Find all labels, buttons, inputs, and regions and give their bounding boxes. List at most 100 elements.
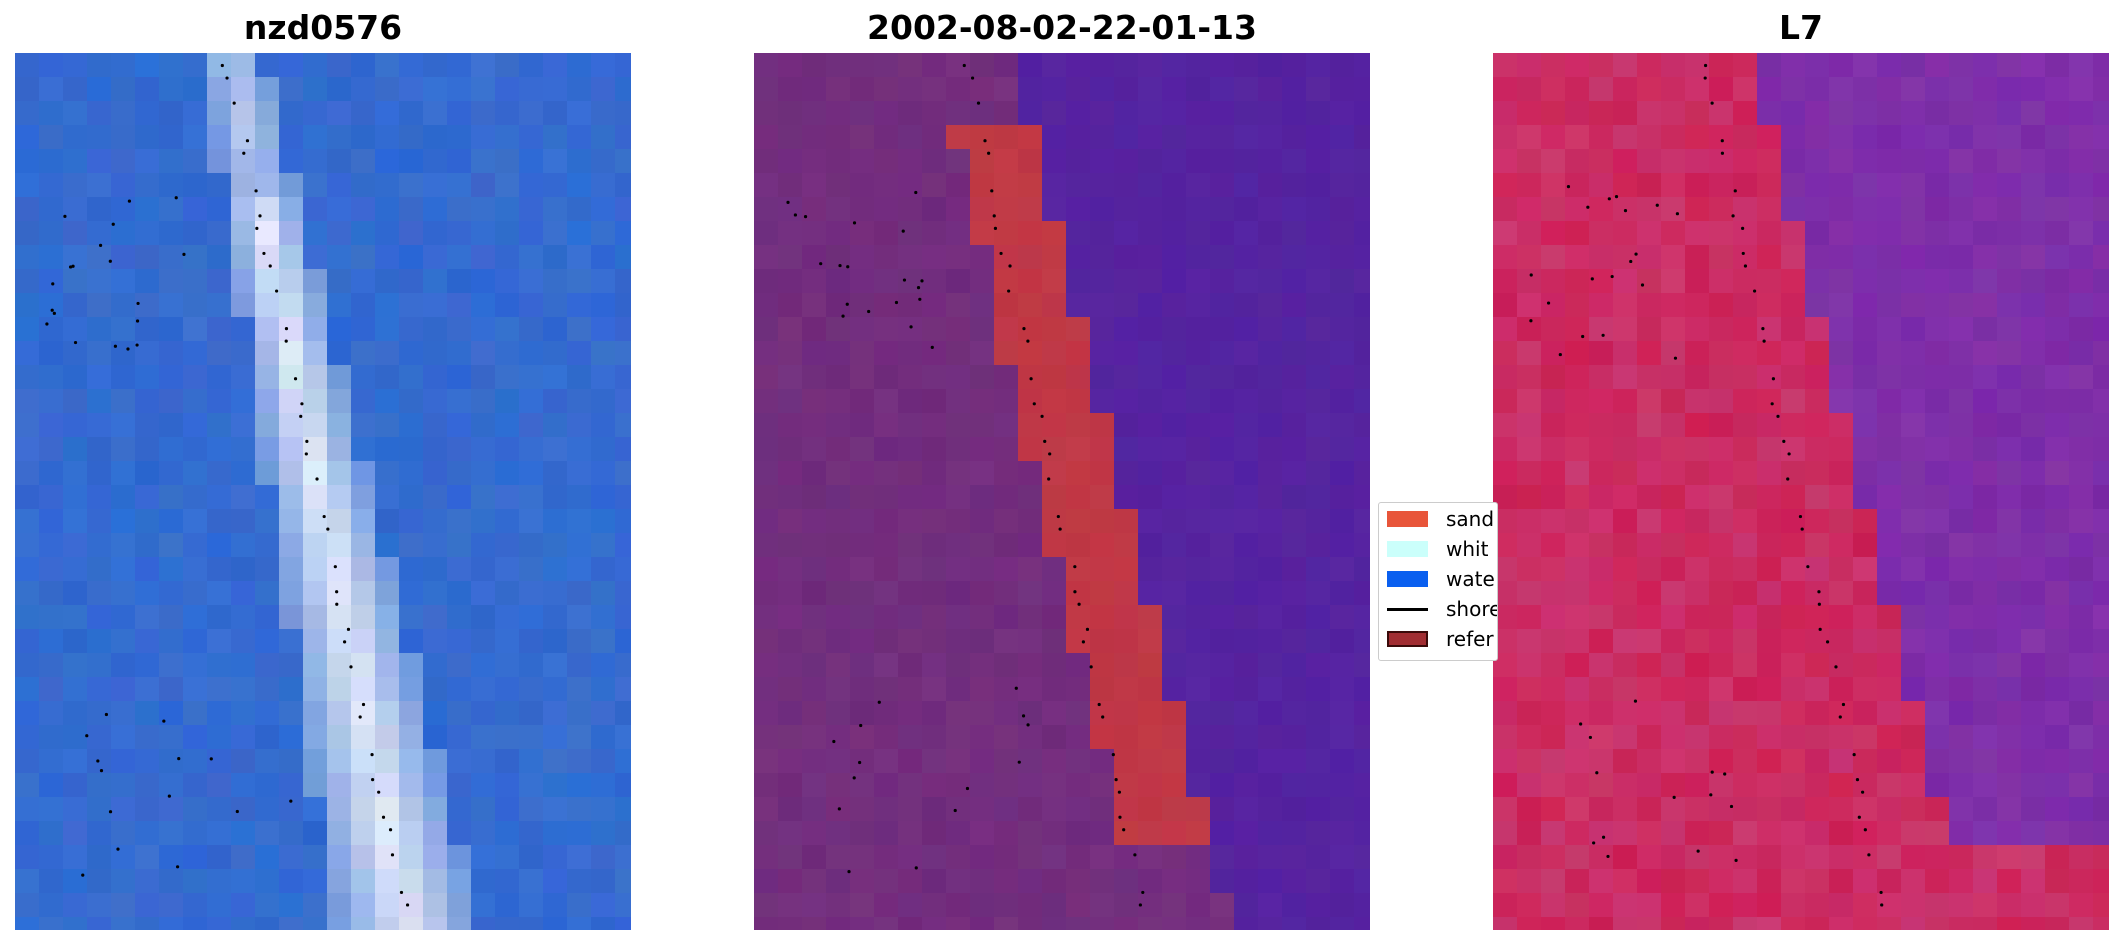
image-pixel [802,245,827,270]
shoreline-line-swatch [1387,608,1428,611]
image-pixel [1973,389,1998,414]
image-pixel [1186,317,1211,342]
image-pixel [1973,437,1998,462]
image-pixel [1493,389,1518,414]
image-pixel [874,269,899,294]
image-pixel [423,125,448,150]
image-pixel [1589,269,1614,294]
image-pixel [1589,797,1614,822]
image-pixel [135,341,160,366]
image-pixel [1565,221,1590,246]
image-pixel [1757,389,1782,414]
image-pixel [1997,461,2022,486]
image-pixel [1757,845,1782,870]
image-pixel [946,101,971,126]
image-pixel [591,269,616,294]
image-pixel [87,317,112,342]
image-pixel [1589,629,1614,654]
image-pixel [898,269,923,294]
image-pixel [303,581,328,606]
image-pixel [778,221,803,246]
water-index-image [1493,53,2109,930]
image-pixel [471,149,496,174]
image-pixel [1517,533,1542,558]
image-pixel [946,797,971,822]
image-pixel [1493,749,1518,774]
image-pixel [1354,917,1370,930]
image-pixel [802,149,827,174]
image-pixel [207,797,232,822]
image-pixel [1589,221,1614,246]
image-pixel [207,245,232,270]
image-pixel [778,581,803,606]
image-pixel [946,893,971,918]
image-pixel [39,245,64,270]
image-pixel [1661,845,1686,870]
image-pixel [1685,269,1710,294]
image-pixel [183,197,208,222]
image-pixel [1757,149,1782,174]
image-pixel [1186,749,1211,774]
image-pixel [1162,869,1187,894]
image-pixel [207,509,232,534]
image-pixel [39,197,64,222]
image-pixel [850,797,875,822]
image-pixel [207,749,232,774]
image-pixel [135,653,160,678]
image-pixel [1781,413,1806,438]
image-pixel [1661,773,1686,798]
image-pixel [2069,245,2094,270]
image-pixel [231,485,256,510]
image-pixel [2045,605,2070,630]
image-pixel [159,725,184,750]
image-pixel [898,437,923,462]
image-pixel [1949,749,1974,774]
image-pixel [471,77,496,102]
image-pixel [1613,245,1638,270]
image-pixel [159,197,184,222]
image-pixel [874,461,899,486]
image-pixel [1685,173,1710,198]
image-pixel [495,197,520,222]
shoreline-point [841,314,845,318]
image-pixel [1186,509,1211,534]
image-pixel [63,749,88,774]
image-pixel [1138,413,1163,438]
shoreline-point [832,739,836,744]
image-pixel [1733,221,1758,246]
image-pixel [1042,509,1067,534]
image-pixel [1042,653,1067,678]
image-pixel [1493,365,1518,390]
image-pixel [1306,869,1331,894]
image-pixel [375,461,400,486]
image-pixel [1709,197,1734,222]
image-pixel [1234,677,1259,702]
image-pixel [994,437,1019,462]
image-pixel [826,485,851,510]
image-pixel [1210,629,1235,654]
image-pixel [754,581,779,606]
image-pixel [970,893,995,918]
image-pixel [1258,317,1283,342]
image-pixel [543,317,568,342]
image-pixel [255,821,280,846]
image-pixel [1186,557,1211,582]
image-pixel [1829,749,1854,774]
shoreline-point [50,308,54,312]
shoreline-point [920,279,924,283]
image-pixel [519,893,544,918]
image-pixel [1709,221,1734,246]
image-pixel [111,437,136,462]
rgb-image-panel [15,53,631,930]
image-pixel [1997,53,2022,78]
image-pixel [1186,773,1211,798]
image-pixel [1973,197,1998,222]
image-pixel [1685,773,1710,798]
image-pixel [207,821,232,846]
image-pixel [1997,245,2022,270]
image-pixel [970,557,995,582]
image-pixel [1354,509,1370,534]
image-pixel [754,605,779,630]
image-pixel [1162,341,1187,366]
image-pixel [1018,869,1043,894]
